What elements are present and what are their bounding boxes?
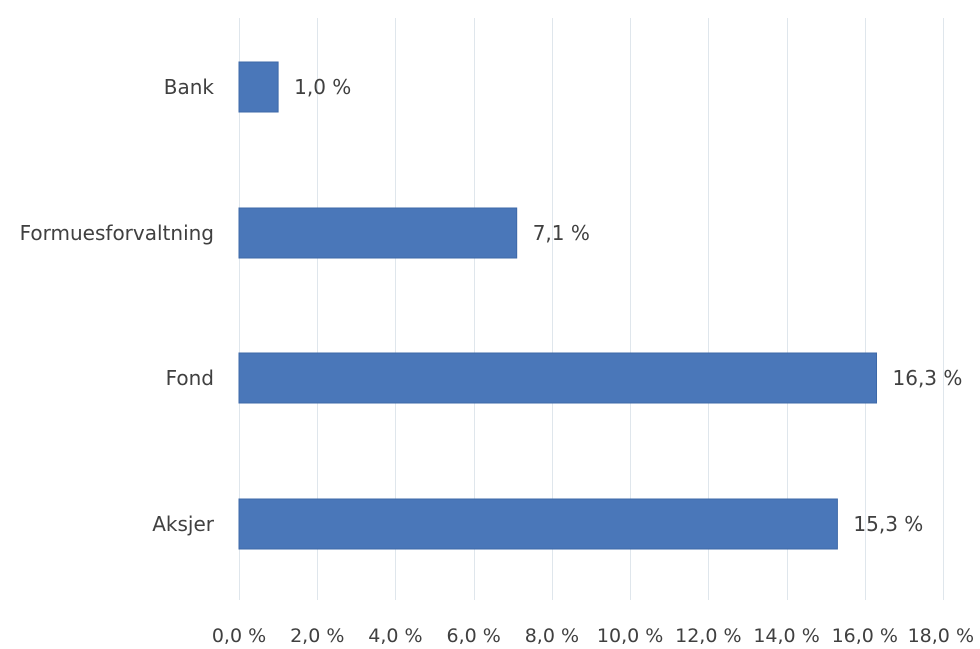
bar-formuesforvaltning: [238, 207, 518, 259]
gridlines: [239, 18, 944, 600]
value-label: 16,3 %: [893, 366, 963, 390]
category-label: Aksjer: [152, 512, 215, 536]
category-label: Bank: [164, 75, 215, 99]
value-label: 15,3 %: [853, 512, 923, 536]
x-tick-label: 14,0 %: [753, 625, 819, 647]
x-tick-label: 12,0 %: [675, 625, 741, 647]
value-labels: 1,0 % 7,1 % 16,3 % 15,3 %: [294, 75, 962, 536]
bar-bank: [238, 61, 279, 113]
x-tick-label: 0,0 %: [212, 625, 266, 647]
x-tick-label: 2,0 %: [290, 625, 344, 647]
value-label: 7,1 %: [533, 221, 590, 245]
bar-fond: [238, 352, 878, 404]
bars: [238, 61, 878, 550]
category-label: Fond: [166, 366, 214, 390]
x-tick-label: 8,0 %: [525, 625, 579, 647]
x-tick-label: 4,0 %: [368, 625, 422, 647]
bar-aksjer: [238, 498, 838, 550]
x-axis-tick-labels: 0,0 % 2,0 % 4,0 % 6,0 % 8,0 % 10,0 % 12,0 % 14,…: [212, 625, 974, 647]
x-tick-label: 6,0 %: [447, 625, 501, 647]
value-label: 1,0 %: [294, 75, 351, 99]
x-tick-label: 18,0 %: [908, 625, 974, 647]
category-labels: Bank Formuesforvaltning Fond Aksjer: [20, 75, 215, 536]
category-label: Formuesforvaltning: [20, 221, 214, 245]
x-tick-label: 16,0 %: [832, 625, 898, 647]
x-tick-label: 10,0 %: [597, 625, 663, 647]
